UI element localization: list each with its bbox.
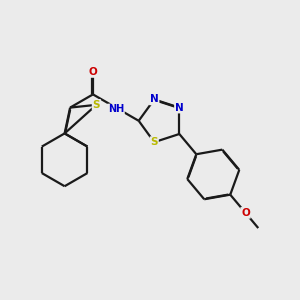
Text: NH: NH <box>108 104 124 114</box>
Text: S: S <box>151 137 158 147</box>
Text: O: O <box>88 67 97 77</box>
Text: N: N <box>175 103 184 112</box>
Text: O: O <box>241 208 250 218</box>
Text: N: N <box>150 94 159 104</box>
Text: S: S <box>93 100 100 110</box>
